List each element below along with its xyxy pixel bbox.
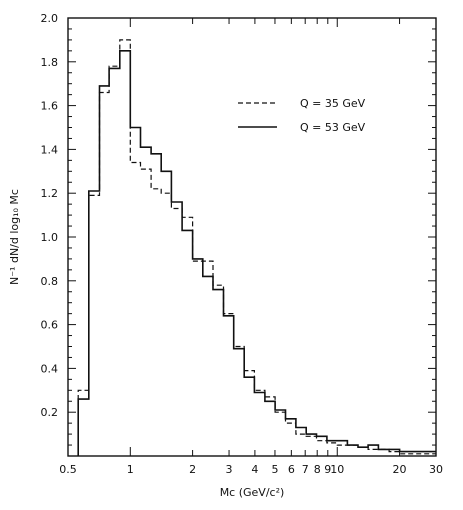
- series-layer: [77, 39, 436, 456]
- y-tick-label: 1.4: [41, 143, 59, 156]
- y-tick-label: 1.8: [41, 56, 59, 69]
- x-tick-label: 5: [271, 463, 278, 476]
- y-tick-label: 1.6: [41, 100, 59, 113]
- series-2-histogram: [77, 50, 436, 456]
- y-tick-label: 0.4: [41, 362, 59, 375]
- y-tick-label: 0.2: [41, 406, 59, 419]
- y-tick-label: 1.2: [41, 187, 59, 200]
- legend: Q = 35 GeV Q = 53 GeV: [238, 97, 366, 134]
- y-tick-label: 0.8: [41, 275, 59, 288]
- y-axis: 0.2 0.4 0.6 0.8 1.0 1.2 1.4 1.6 1.8 2.0: [41, 12, 436, 446]
- x-tick-label: 2: [189, 463, 196, 476]
- legend-label-series-1: Q = 35 GeV: [300, 97, 366, 110]
- x-tick-label: 8: [314, 463, 321, 476]
- y-tick-label: 2.0: [41, 12, 59, 25]
- x-axis: 0.5 1 2 3 4 5 6 7 8 910 20 30: [59, 18, 443, 476]
- y-tick-label: 1.0: [41, 231, 59, 244]
- x-tick-label: 4: [251, 463, 258, 476]
- x-axis-label: Mc (GeV/c²): [220, 486, 285, 499]
- x-tick-label: 30: [429, 463, 443, 476]
- x-tick-label: 7: [302, 463, 309, 476]
- x-tick-label: 9: [324, 463, 331, 476]
- x-tick-label: 20: [393, 463, 407, 476]
- y-axis-label: N⁻¹ dN/d log₁₀ Mc: [8, 189, 21, 285]
- plot-frame: [67, 17, 437, 457]
- series-1-histogram: [77, 39, 436, 456]
- x-tick-label: 3: [226, 463, 233, 476]
- x-tick-label: 0.5: [59, 463, 77, 476]
- y-tick-label: 0.6: [41, 319, 59, 332]
- legend-label-series-2: Q = 53 GeV: [300, 121, 366, 134]
- x-tick-label: 1: [127, 463, 134, 476]
- x-tick-label: 6: [288, 463, 295, 476]
- x-tick-label: 10: [330, 463, 344, 476]
